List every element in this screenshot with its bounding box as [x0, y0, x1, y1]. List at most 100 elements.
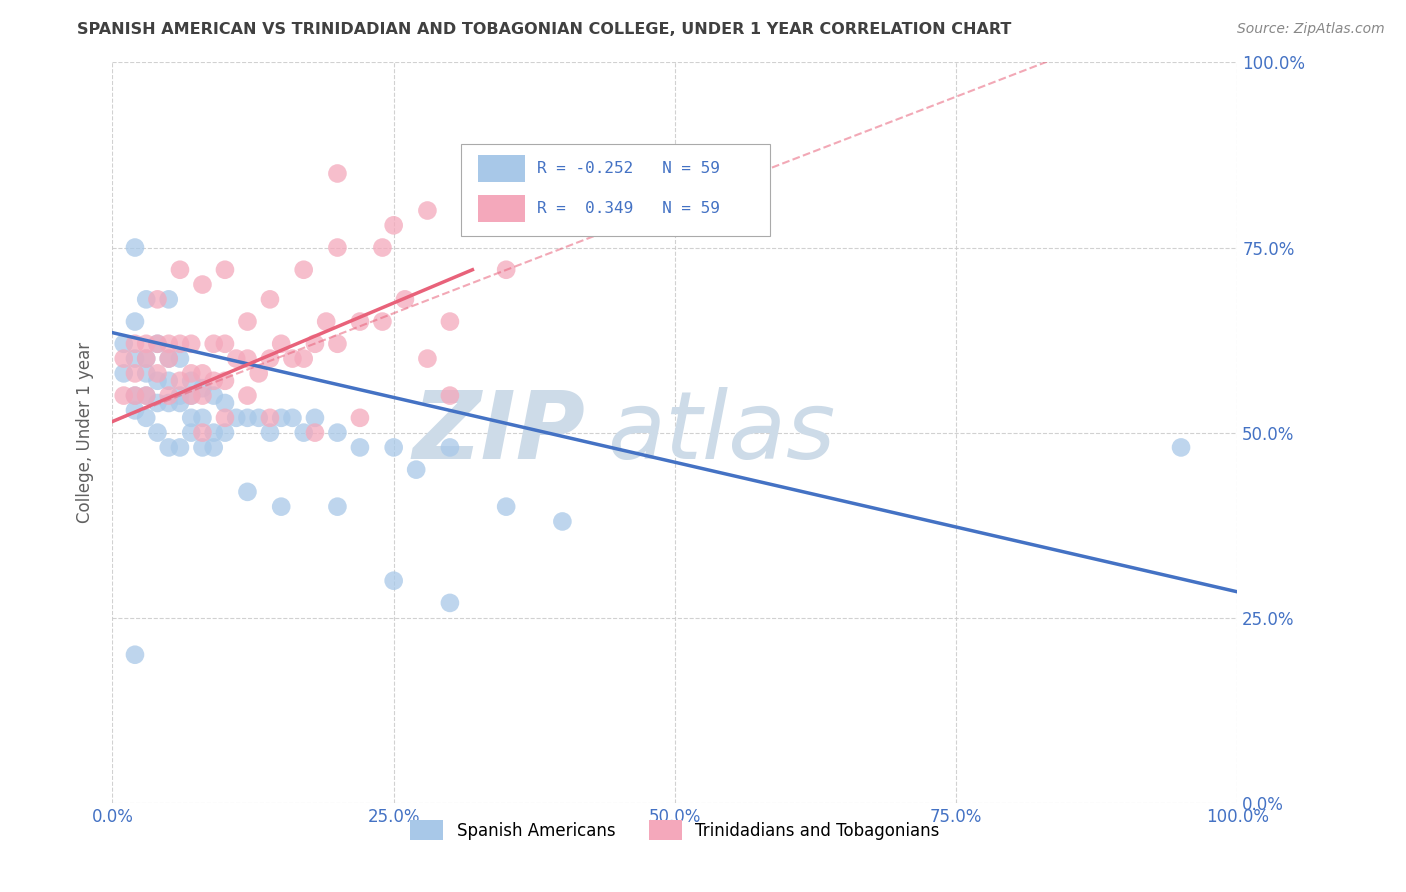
Point — [292, 262, 315, 277]
Point — [236, 351, 259, 366]
Point — [495, 500, 517, 514]
Point — [135, 410, 157, 425]
Point — [124, 240, 146, 255]
Point — [270, 410, 292, 425]
Text: Source: ZipAtlas.com: Source: ZipAtlas.com — [1237, 22, 1385, 37]
Point — [439, 596, 461, 610]
Point — [112, 336, 135, 351]
Point — [270, 336, 292, 351]
Text: SPANISH AMERICAN VS TRINIDADIAN AND TOBAGONIAN COLLEGE, UNDER 1 YEAR CORRELATION: SPANISH AMERICAN VS TRINIDADIAN AND TOBA… — [77, 22, 1012, 37]
Point — [281, 410, 304, 425]
Point — [191, 388, 214, 402]
Point — [191, 441, 214, 455]
Point — [281, 351, 304, 366]
Point — [304, 336, 326, 351]
Point — [191, 381, 214, 395]
Point — [146, 336, 169, 351]
Point — [124, 388, 146, 402]
Point — [157, 388, 180, 402]
Point — [157, 441, 180, 455]
Point — [124, 351, 146, 366]
Point — [157, 351, 180, 366]
Point — [191, 367, 214, 381]
Point — [202, 336, 225, 351]
Point — [349, 410, 371, 425]
Point — [202, 441, 225, 455]
Point — [405, 462, 427, 476]
Point — [180, 410, 202, 425]
Point — [214, 336, 236, 351]
Point — [202, 388, 225, 402]
Point — [247, 410, 270, 425]
Point — [236, 484, 259, 499]
Point — [135, 367, 157, 381]
Point — [551, 515, 574, 529]
Point — [202, 425, 225, 440]
Text: ZIP: ZIP — [412, 386, 585, 479]
Point — [416, 203, 439, 218]
Y-axis label: College, Under 1 year: College, Under 1 year — [76, 342, 94, 524]
Point — [304, 425, 326, 440]
Point — [259, 410, 281, 425]
Point — [146, 367, 169, 381]
Point — [326, 336, 349, 351]
Point — [180, 367, 202, 381]
Point — [191, 425, 214, 440]
Point — [135, 351, 157, 366]
Point — [135, 351, 157, 366]
Point — [214, 425, 236, 440]
Point — [169, 388, 191, 402]
Point — [180, 388, 202, 402]
Point — [146, 293, 169, 307]
Point — [371, 240, 394, 255]
Point — [135, 388, 157, 402]
Point — [180, 374, 202, 388]
Point — [259, 293, 281, 307]
Point — [326, 240, 349, 255]
Point — [135, 388, 157, 402]
Point — [236, 410, 259, 425]
Point — [169, 374, 191, 388]
Point — [169, 351, 191, 366]
Point — [1170, 441, 1192, 455]
Point — [146, 425, 169, 440]
Point — [169, 441, 191, 455]
Point — [180, 336, 202, 351]
Point — [304, 410, 326, 425]
Point — [495, 262, 517, 277]
Text: R =  0.349   N = 59: R = 0.349 N = 59 — [537, 201, 720, 216]
Point — [124, 648, 146, 662]
Point — [292, 425, 315, 440]
Point — [214, 396, 236, 410]
Point — [124, 388, 146, 402]
Point — [112, 367, 135, 381]
Point — [416, 351, 439, 366]
Point — [146, 396, 169, 410]
Point — [292, 351, 315, 366]
Point — [259, 425, 281, 440]
Point — [214, 262, 236, 277]
Legend: Spanish Americans, Trinidadians and Tobagonians: Spanish Americans, Trinidadians and Toba… — [404, 814, 946, 847]
FancyBboxPatch shape — [478, 195, 526, 221]
Point — [382, 574, 405, 588]
Point — [157, 374, 180, 388]
FancyBboxPatch shape — [461, 144, 770, 236]
Point — [236, 388, 259, 402]
Point — [225, 351, 247, 366]
Point — [236, 314, 259, 328]
Point — [202, 374, 225, 388]
Point — [135, 293, 157, 307]
Point — [439, 388, 461, 402]
Point — [146, 336, 169, 351]
Point — [157, 396, 180, 410]
Point — [371, 314, 394, 328]
Point — [326, 425, 349, 440]
Point — [439, 441, 461, 455]
Point — [124, 403, 146, 417]
Point — [169, 336, 191, 351]
Point — [157, 351, 180, 366]
Point — [439, 314, 461, 328]
Point — [270, 500, 292, 514]
Point — [214, 374, 236, 388]
Point — [169, 396, 191, 410]
